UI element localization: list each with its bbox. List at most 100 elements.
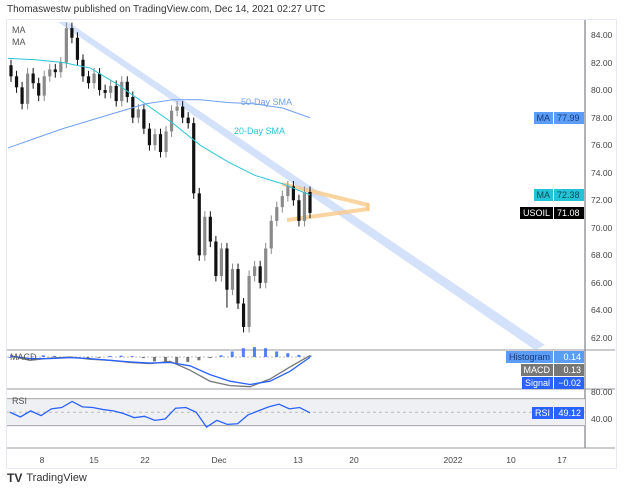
macd-histogram-bar	[8, 357, 12, 358]
candle-body	[175, 106, 179, 111]
indicator-tag-label: RSI	[531, 406, 553, 419]
candle-body	[92, 73, 96, 84]
macd-histogram-bar	[297, 354, 301, 357]
candle-body	[70, 28, 74, 38]
ma-legend-2[interactable]: MA	[12, 37, 26, 47]
indicator-tag-value: 49.12	[554, 406, 584, 419]
price-tag-label: MA	[533, 189, 553, 201]
price-tick-label: 62.00	[591, 332, 613, 343]
macd-histogram-bar	[86, 357, 90, 359]
macd-histogram-bar	[97, 357, 101, 358]
sma20-annotation: 20-Day SMA	[234, 126, 286, 136]
macd-histogram-bar	[30, 356, 34, 358]
candle-body	[169, 110, 174, 132]
tradingview-brand: TradingView	[26, 472, 87, 484]
rsi-line	[9, 400, 311, 428]
candle-body	[302, 191, 307, 221]
time-tick-label: 15	[89, 455, 99, 465]
macd-histogram-bar	[130, 356, 134, 357]
macd-legend[interactable]: MACD	[10, 352, 37, 362]
candle-body	[264, 248, 268, 283]
candle-body	[236, 269, 240, 304]
macd-histogram-bar	[141, 357, 145, 359]
candle-body	[59, 62, 63, 73]
candle-body	[192, 123, 196, 194]
candle-body	[269, 220, 273, 249]
price-tick-label: 82.00	[591, 57, 613, 68]
price-tag-value: 77.99	[554, 111, 584, 124]
candle-body	[20, 87, 24, 104]
price-tick-label: 74.00	[591, 167, 613, 178]
time-tick-label: 2022	[443, 455, 463, 465]
candle-body	[48, 69, 52, 77]
time-tick-label: 13	[293, 455, 303, 465]
macd-histogram-bar	[119, 355, 123, 357]
tradingview-logo[interactable]: TV TradingView	[7, 471, 87, 485]
macd-histogram-bar	[164, 357, 168, 364]
candle-body	[181, 106, 185, 118]
candle-body	[258, 266, 262, 283]
candle-body	[164, 131, 168, 153]
macd-histogram-bar	[208, 357, 212, 359]
signal-line	[9, 355, 311, 386]
price-tag-label: MA	[533, 111, 553, 124]
price-tick-label: 64.00	[591, 305, 613, 316]
candle-body	[197, 193, 201, 256]
sma50-annotation: 50-Day SMA	[241, 97, 293, 107]
rsi-tick-label: 40.00	[591, 414, 613, 424]
candle-body	[125, 81, 129, 97]
sma50-line	[7, 99, 311, 149]
price-tick-label: 70.00	[591, 222, 613, 233]
candle-body	[147, 128, 152, 146]
candle-body	[286, 186, 290, 197]
candle-body	[103, 90, 107, 93]
candle-body	[280, 196, 284, 208]
sma20-line	[7, 57, 311, 196]
macd-histogram-bar	[219, 355, 223, 357]
candle-body	[241, 303, 246, 327]
candle-body	[31, 73, 35, 84]
candle-body	[53, 69, 57, 73]
candle-body	[158, 134, 163, 153]
price-tag-value: 71.08	[554, 206, 584, 219]
time-tick-label: 17	[557, 455, 567, 465]
candle-body	[109, 85, 113, 93]
macd-histogram-bar	[108, 355, 112, 357]
candle-body	[114, 85, 118, 102]
time-tick-label: 8	[39, 455, 45, 465]
macd-histogram-bar	[186, 357, 190, 362]
macd-histogram-bar	[197, 357, 201, 361]
candle-body	[37, 83, 41, 96]
macd-histogram-bar	[286, 353, 290, 357]
candle-body	[153, 134, 157, 146]
publish-header: Thomaswestw published on TradingView.com…	[7, 4, 326, 15]
rsi-legend[interactable]: RSI	[12, 396, 28, 406]
candle-body	[9, 65, 13, 77]
candle-body	[214, 241, 218, 276]
downtrend-channel	[58, 22, 545, 350]
time-tick-label: 20	[349, 455, 359, 465]
price-tick-label: 68.00	[591, 250, 613, 261]
indicator-tag-label: Histogram	[505, 351, 553, 363]
macd-histogram-bar	[41, 355, 45, 357]
chart-frame	[6, 19, 617, 469]
price-tag-label: USOIL	[519, 206, 553, 219]
triangle-upper-line	[281, 182, 369, 207]
candle-body	[247, 275, 251, 327]
candle-body	[230, 269, 235, 290]
tradingview-logo-icon: TV	[7, 471, 23, 485]
candle-body	[75, 37, 80, 60]
macd-histogram-bar	[52, 355, 56, 357]
price-tag-value: 72.38	[554, 189, 584, 201]
candle-body	[81, 59, 85, 77]
ma-legend-1[interactable]: MA	[12, 25, 26, 35]
macd-histogram-bar	[252, 347, 256, 357]
candle-body	[308, 191, 312, 213]
price-tick-label: 76.00	[591, 140, 613, 151]
indicator-tag-label: MACD	[520, 364, 553, 376]
price-tick-label: 80.00	[591, 85, 613, 96]
indicator-tag-value: 0.14	[554, 351, 584, 363]
candle-body	[203, 216, 207, 256]
time-tick-label: 10	[506, 455, 516, 465]
